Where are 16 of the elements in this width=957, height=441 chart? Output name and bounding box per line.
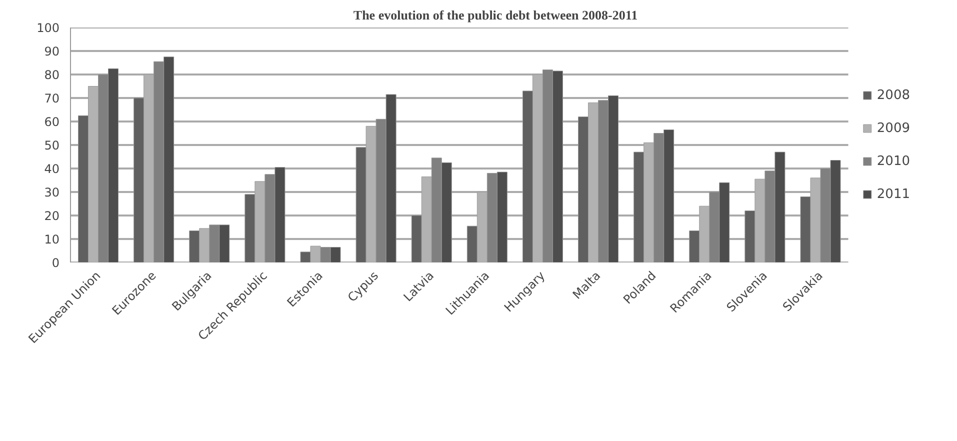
y-tick-label: 80 — [44, 68, 60, 82]
y-tick-label: 70 — [44, 92, 60, 106]
y-tick-label: 10 — [44, 232, 60, 246]
legend-label: 2010 — [876, 154, 910, 168]
y-tick-label: 90 — [44, 44, 60, 58]
y-tick-label: 20 — [44, 209, 60, 223]
legend-label: 2008 — [876, 88, 910, 102]
y-tick-label: 30 — [44, 186, 60, 200]
legend-label: 2009 — [876, 120, 910, 136]
y-tick-label: 100 — [36, 21, 60, 35]
legend-label: 2011 — [876, 186, 910, 202]
y-tick-label: 60 — [44, 115, 60, 129]
y-tick-label: 0 — [52, 256, 60, 270]
y-tick-label: 40 — [44, 162, 60, 176]
chart-title: The evolution of the public debt between 2008-2011 — [353, 8, 638, 22]
y-tick-label: 50 — [44, 138, 60, 152]
